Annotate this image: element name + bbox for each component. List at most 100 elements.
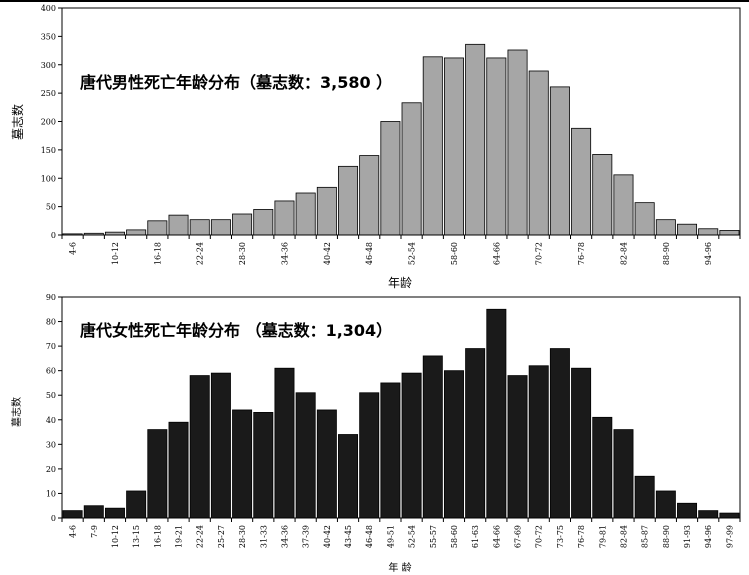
female-bar-79-81: [592, 416, 613, 519]
male-x-tick-label: 16-18: [153, 242, 162, 265]
female-bar-67-69: [507, 375, 528, 519]
male-bar-31-33: [253, 209, 274, 236]
male-plot-frame: [61, 7, 741, 236]
male-bar-76-78: [571, 127, 592, 236]
male-bar-82-84: [613, 174, 634, 236]
female-x-tick-label: 7-9: [90, 525, 99, 538]
male-bar-34-36: [274, 200, 295, 236]
male-y-tick-label: 200: [41, 118, 56, 127]
male-x-tick-label: 22-24: [196, 242, 205, 265]
male-bar-13-15: [126, 229, 147, 236]
male-x-tick-label: 94-96: [704, 242, 713, 265]
female-x-tick-label: 85-87: [641, 525, 650, 548]
male-bar-70-72: [528, 70, 549, 236]
female-chart-title: 唐代女性死亡年龄分布 （墓志数：1,304）: [80, 321, 392, 340]
female-y-tick-label: 70: [46, 342, 56, 351]
female-x-tick-label: 25-27: [217, 525, 226, 548]
female-x-tick-label: 28-30: [238, 525, 247, 548]
female-x-tick-label: 97-99: [725, 525, 734, 548]
female-bar-7-9: [83, 505, 104, 519]
top-border-rule: [0, 0, 749, 2]
female-x-tick-label: 61-63: [471, 525, 480, 548]
male-bar-16-18: [147, 220, 168, 236]
male-x-tick-label: 82-84: [619, 242, 628, 265]
male-x-tick-label: 46-48: [365, 242, 374, 265]
female-bar-64-66: [486, 308, 507, 519]
female-bar-22-24: [189, 375, 210, 519]
male-y-tick-label: 400: [41, 4, 56, 13]
female-x-tick-label: 46-48: [365, 525, 374, 548]
female-bar-97-99: [719, 512, 740, 519]
female-bar-4-6: [62, 510, 83, 519]
female-x-tick-label: 49-51: [386, 525, 395, 548]
male-bar-19-21: [168, 214, 189, 236]
female-x-tick-label: 94-96: [704, 525, 713, 548]
male-x-tick-label: 70-72: [535, 242, 544, 265]
male-y-tick-label: 350: [41, 32, 56, 41]
female-x-tick-label: 22-24: [196, 525, 205, 548]
female-x-tick-label: 4-6: [69, 525, 78, 538]
female-x-tick-label: 55-57: [429, 525, 438, 548]
female-axes: 0 10 20 30 40 50 60 70 80 90 4-6 7-9 10-12 13-15 16-18…: [46, 293, 741, 548]
female-x-tick-label: 67-69: [514, 525, 523, 548]
male-x-tick-label: 4-6: [69, 242, 78, 255]
male-bar-55-57: [422, 56, 443, 236]
female-bar-94-96: [698, 510, 719, 519]
male-x-tick-label: 58-60: [450, 242, 459, 265]
male-bar-46-48: [359, 155, 380, 236]
female-x-tick-label: 37-39: [302, 525, 311, 548]
female-x-tick-label: 73-75: [556, 525, 565, 548]
female-bar-61-63: [465, 348, 486, 519]
female-x-tick-label: 31-33: [259, 525, 268, 548]
male-y-axis-label: 墓志数: [10, 104, 25, 140]
male-y-tick-label: 50: [46, 203, 56, 212]
female-x-tick-label: 76-78: [577, 525, 586, 548]
female-bar-25-27: [210, 372, 231, 519]
female-x-tick-label: 70-72: [535, 525, 544, 548]
male-bar-67-69: [507, 49, 528, 236]
male-bar-79-81: [592, 154, 613, 236]
female-bar-88-90: [655, 490, 676, 519]
male-bar-64-66: [486, 57, 507, 236]
female-y-tick-label: 80: [46, 318, 56, 327]
female-x-tick-label: 52-54: [408, 525, 417, 548]
female-bar-91-93: [677, 502, 698, 519]
female-x-tick-label: 34-36: [280, 525, 289, 548]
female-x-tick-label: 10-12: [111, 525, 120, 548]
male-x-axis-label: 年龄: [388, 276, 412, 290]
female-x-tick-label: 64-66: [492, 525, 501, 548]
female-bar-37-39: [295, 392, 316, 519]
male-bar-58-60: [443, 57, 464, 236]
male-bar-61-63: [465, 43, 486, 236]
female-y-axis-label: 墓志数: [10, 397, 23, 427]
male-bar-73-75: [549, 86, 570, 236]
male-chart-title: 唐代男性死亡年龄分布（墓志数：3,580 ）: [80, 73, 392, 92]
female-y-tick-label: 50: [46, 391, 56, 400]
female-x-tick-label: 82-84: [619, 525, 628, 548]
female-x-tick-label: 19-21: [175, 525, 184, 548]
female-x-tick-label: 43-45: [344, 525, 353, 548]
male-bar-40-42: [316, 186, 337, 236]
male-x-tick-label: 34-36: [280, 242, 289, 265]
male-x-tick-label: 28-30: [238, 242, 247, 265]
male-x-tick-label: 88-90: [662, 242, 671, 265]
female-bar-40-42: [316, 409, 337, 519]
female-y-tick-label: 20: [46, 465, 56, 474]
female-bars: [62, 308, 740, 519]
female-age-chart: 0 10 20 30 40 50 60 70 80 90 4-6 7-9 10-12 13-15 16-18…: [10, 293, 741, 574]
female-bar-10-12: [104, 507, 125, 519]
female-y-tick-label: 30: [46, 440, 56, 449]
female-y-tick-label: 10: [46, 489, 56, 498]
female-bar-73-75: [549, 348, 570, 519]
male-bar-52-54: [401, 102, 422, 236]
male-x-tick-label: 76-78: [577, 242, 586, 265]
male-x-tick-label: 64-66: [492, 242, 501, 265]
female-bar-19-21: [168, 421, 189, 519]
female-x-axis-label: 年 龄: [388, 561, 411, 574]
female-bar-70-72: [528, 365, 549, 519]
female-bar-49-51: [380, 382, 401, 519]
male-bar-94-96: [698, 228, 719, 236]
female-x-tick-label: 79-81: [598, 525, 607, 548]
female-bar-82-84: [613, 429, 634, 519]
female-x-tick-label: 13-15: [132, 525, 141, 548]
